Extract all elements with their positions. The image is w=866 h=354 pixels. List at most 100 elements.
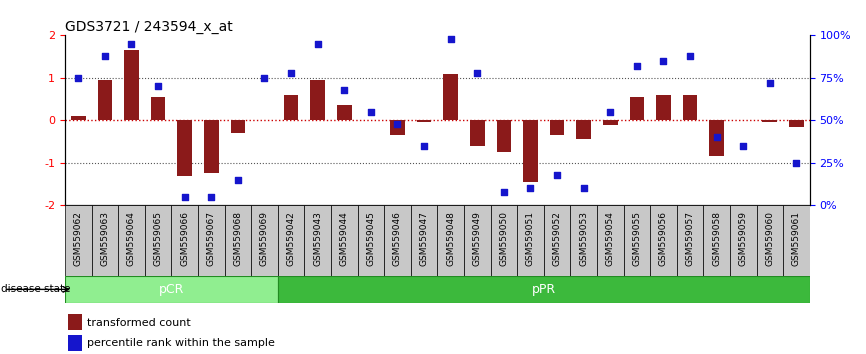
- Bar: [443, 74, 458, 120]
- Point: [337, 87, 351, 93]
- Bar: [278, 276, 810, 303]
- Text: GSM559054: GSM559054: [605, 211, 615, 266]
- Bar: [204, 120, 218, 173]
- Text: GSM559046: GSM559046: [393, 211, 402, 266]
- Point: [98, 53, 112, 59]
- Bar: [417, 120, 431, 122]
- Text: GSM559044: GSM559044: [339, 211, 349, 266]
- Text: GSM559050: GSM559050: [500, 211, 508, 266]
- Text: GSM559043: GSM559043: [313, 211, 322, 266]
- Point: [763, 80, 777, 86]
- Bar: [523, 120, 538, 182]
- Text: pPR: pPR: [532, 283, 556, 296]
- Bar: [703, 205, 730, 276]
- Point: [204, 194, 218, 200]
- Bar: [650, 205, 676, 276]
- Point: [736, 143, 750, 149]
- Point: [683, 53, 697, 59]
- Text: disease state: disease state: [1, 284, 70, 295]
- Bar: [145, 205, 171, 276]
- Bar: [656, 95, 671, 120]
- Bar: [331, 205, 358, 276]
- Bar: [278, 205, 304, 276]
- Text: percentile rank within the sample: percentile rank within the sample: [87, 338, 275, 348]
- Bar: [437, 205, 464, 276]
- Text: GSM559060: GSM559060: [766, 211, 774, 266]
- Text: GSM559057: GSM559057: [686, 211, 695, 266]
- Bar: [230, 120, 245, 133]
- Bar: [65, 205, 92, 276]
- Bar: [198, 205, 224, 276]
- Bar: [65, 276, 278, 303]
- Point: [497, 189, 511, 195]
- Text: GSM559064: GSM559064: [127, 211, 136, 266]
- Text: GSM559056: GSM559056: [659, 211, 668, 266]
- Point: [178, 194, 191, 200]
- Point: [523, 185, 537, 191]
- Text: pCR: pCR: [158, 283, 184, 296]
- Bar: [576, 120, 591, 139]
- Bar: [284, 95, 299, 120]
- Bar: [151, 97, 165, 120]
- Text: GSM559058: GSM559058: [712, 211, 721, 266]
- Bar: [71, 116, 86, 120]
- Point: [71, 75, 85, 81]
- Point: [311, 41, 325, 47]
- Bar: [682, 95, 697, 120]
- Text: GSM559069: GSM559069: [260, 211, 269, 266]
- Bar: [517, 205, 544, 276]
- Bar: [390, 120, 404, 135]
- Bar: [68, 335, 82, 351]
- Bar: [68, 314, 82, 331]
- Point: [125, 41, 139, 47]
- Bar: [630, 97, 644, 120]
- Point: [364, 109, 378, 115]
- Point: [577, 185, 591, 191]
- Bar: [603, 120, 617, 125]
- Point: [790, 160, 804, 166]
- Bar: [470, 120, 485, 146]
- Point: [417, 143, 431, 149]
- Bar: [358, 205, 385, 276]
- Text: GSM559042: GSM559042: [287, 211, 295, 266]
- Bar: [171, 205, 198, 276]
- Bar: [251, 205, 278, 276]
- Point: [709, 135, 723, 140]
- Text: GSM559053: GSM559053: [579, 211, 588, 266]
- Bar: [757, 205, 783, 276]
- Bar: [490, 205, 517, 276]
- Text: GSM559047: GSM559047: [419, 211, 429, 266]
- Bar: [118, 205, 145, 276]
- Point: [257, 75, 271, 81]
- Text: GSM559045: GSM559045: [366, 211, 375, 266]
- Point: [550, 172, 564, 178]
- Bar: [337, 105, 352, 120]
- Bar: [709, 120, 724, 156]
- Text: GSM559067: GSM559067: [207, 211, 216, 266]
- Point: [231, 177, 245, 183]
- Point: [630, 63, 643, 69]
- Bar: [789, 120, 804, 127]
- Bar: [178, 120, 192, 176]
- Text: GSM559061: GSM559061: [792, 211, 801, 266]
- Text: GSM559052: GSM559052: [553, 211, 561, 266]
- Text: GSM559065: GSM559065: [153, 211, 163, 266]
- Text: GSM559051: GSM559051: [526, 211, 535, 266]
- Bar: [730, 205, 757, 276]
- Point: [470, 70, 484, 76]
- Bar: [98, 80, 113, 120]
- Bar: [385, 205, 410, 276]
- Bar: [597, 205, 624, 276]
- Text: GSM559049: GSM559049: [473, 211, 481, 266]
- Bar: [464, 205, 490, 276]
- Text: GSM559066: GSM559066: [180, 211, 189, 266]
- Bar: [304, 205, 331, 276]
- Text: GSM559059: GSM559059: [739, 211, 747, 266]
- Point: [391, 121, 404, 127]
- Text: GSM559048: GSM559048: [446, 211, 456, 266]
- Bar: [571, 205, 597, 276]
- Bar: [124, 50, 139, 120]
- Bar: [624, 205, 650, 276]
- Text: GSM559062: GSM559062: [74, 211, 83, 266]
- Bar: [550, 120, 565, 135]
